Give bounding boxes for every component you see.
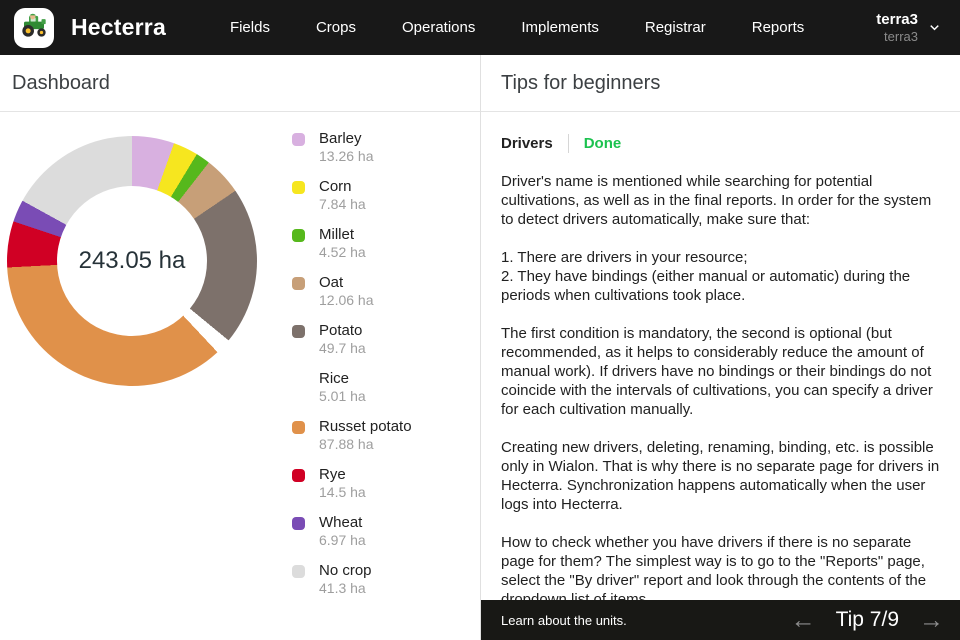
tip-paragraph: How to check whether you have drivers if… [501, 534, 927, 608]
legend-item[interactable]: Potato 49.7 ha [292, 322, 412, 357]
legend-area-value: 7.84 ha [319, 196, 366, 212]
tractor-icon [19, 10, 49, 45]
legend-color-swatch [292, 469, 305, 482]
dashboard-header: Dashboard [0, 55, 480, 112]
legend-crop-label: Oat [319, 274, 344, 291]
user-account: terra3 [884, 28, 918, 44]
user-name: terra3 [876, 10, 918, 28]
next-tip-arrow-icon[interactable]: → [919, 605, 944, 634]
legend-area-value: 14.5 ha [319, 484, 366, 500]
legend-color-swatch [292, 565, 305, 578]
tab-done[interactable]: Done [583, 135, 622, 152]
tip-body: Driver's name is mentioned while searchi… [481, 172, 960, 609]
legend-color-swatch [292, 373, 305, 386]
legend-crop-label: No crop [319, 562, 372, 579]
brand-title: Hecterra [71, 14, 166, 40]
main-menu: Fields Crops Operations Implements Regis… [230, 19, 804, 36]
tips-header: Tips for beginners [481, 55, 960, 112]
donut-hole: 243.05 ha [57, 186, 207, 336]
legend-color-swatch [292, 325, 305, 338]
tip-pager: ← Tip 7/9 → [790, 605, 944, 634]
dashboard-content: 243.05 ha Barley 13.26 ha [0, 112, 480, 640]
legend-color-swatch [292, 277, 305, 290]
chart-legend: Barley 13.26 ha Corn 7.84 ha [292, 130, 412, 610]
tips-tabs: Drivers Done [481, 134, 960, 153]
tip-paragraph: The first condition is mandatory, the se… [501, 325, 933, 418]
nav-menu-item[interactable]: Fields [229, 19, 270, 36]
legend-item[interactable]: Rye 14.5 ha [292, 466, 412, 501]
tips-title: Tips for beginners [501, 71, 661, 94]
tip-footer-bar: Learn about the units. ← Tip 7/9 → [481, 600, 960, 640]
nav-menu-item[interactable]: Crops [315, 19, 356, 36]
legend-item[interactable]: Russet potato 87.88 ha [292, 418, 412, 453]
legend-item[interactable]: Millet 4.52 ha [292, 226, 412, 261]
legend-crop-label: Rice [319, 370, 350, 387]
legend-crop-label: Corn [319, 178, 352, 195]
legend-item[interactable]: Wheat 6.97 ha [292, 514, 412, 549]
tip-counter: Tip 7/9 [835, 608, 899, 631]
tip-paragraph: 1. There are drivers in your resource; 2… [501, 249, 911, 304]
legend-area-value: 6.97 ha [319, 532, 366, 548]
legend-area-value: 5.01 ha [319, 388, 366, 404]
legend-color-swatch [292, 133, 305, 146]
legend-color-swatch [292, 229, 305, 242]
legend-color-swatch [292, 181, 305, 194]
tab-drivers[interactable]: Drivers [501, 135, 553, 152]
legend-area-value: 13.26 ha [319, 148, 374, 164]
total-area-label: 243.05 ha [78, 247, 186, 274]
tips-panel: Tips for beginners Drivers Done Driver's… [480, 55, 960, 640]
nav-menu-item[interactable]: Operations [401, 19, 476, 36]
legend-color-swatch [292, 517, 305, 530]
legend-item[interactable]: Rice 5.01 ha [292, 370, 412, 405]
legend-item[interactable]: No crop 41.3 ha [292, 562, 412, 597]
legend-crop-label: Millet [319, 226, 355, 243]
dashboard-panel: Dashboard 243.05 ha Barley 13.26 ha [0, 55, 480, 640]
legend-item[interactable]: Corn 7.84 ha [292, 178, 412, 213]
learn-units-link[interactable]: Learn about the units. [501, 612, 627, 628]
legend-area-value: 4.52 ha [319, 244, 366, 260]
nav-menu-item[interactable]: Registrar [644, 19, 706, 36]
legend-color-swatch [292, 421, 305, 434]
legend-crop-label: Barley [319, 130, 362, 147]
legend-area-value: 41.3 ha [319, 580, 366, 596]
legend-crop-label: Wheat [319, 514, 363, 531]
donut-chart[interactable]: 243.05 ha [7, 136, 257, 386]
nav-menu-item[interactable]: Reports [751, 19, 805, 36]
tab-divider [567, 134, 569, 153]
previous-tip-arrow-icon[interactable]: ← [790, 605, 816, 634]
app-logo[interactable] [14, 7, 54, 48]
tip-paragraph: Driver's name is mentioned while searchi… [501, 173, 932, 228]
nav-menu-item[interactable]: Implements [521, 19, 599, 36]
legend-area-value: 87.88 ha [319, 436, 374, 452]
user-menu[interactable]: terra3 terra3 [876, 11, 942, 45]
legend-area-value: 12.06 ha [319, 292, 374, 308]
legend-item[interactable]: Barley 13.26 ha [292, 130, 412, 165]
dashboard-title: Dashboard [12, 71, 110, 94]
legend-crop-label: Rye [319, 466, 346, 483]
top-navigation-bar: Hecterra Fields Crops Operations Impleme… [0, 0, 960, 55]
legend-crop-label: Potato [319, 322, 363, 339]
chevron-down-icon[interactable] [927, 20, 942, 35]
legend-crop-label: Russet potato [319, 418, 412, 435]
tip-paragraph: Creating new drivers, deleting, renaming… [501, 439, 940, 513]
legend-item[interactable]: Oat 12.06 ha [292, 274, 412, 309]
main-content: Dashboard 243.05 ha Barley 13.26 ha [0, 55, 960, 640]
legend-area-value: 49.7 ha [319, 340, 366, 356]
